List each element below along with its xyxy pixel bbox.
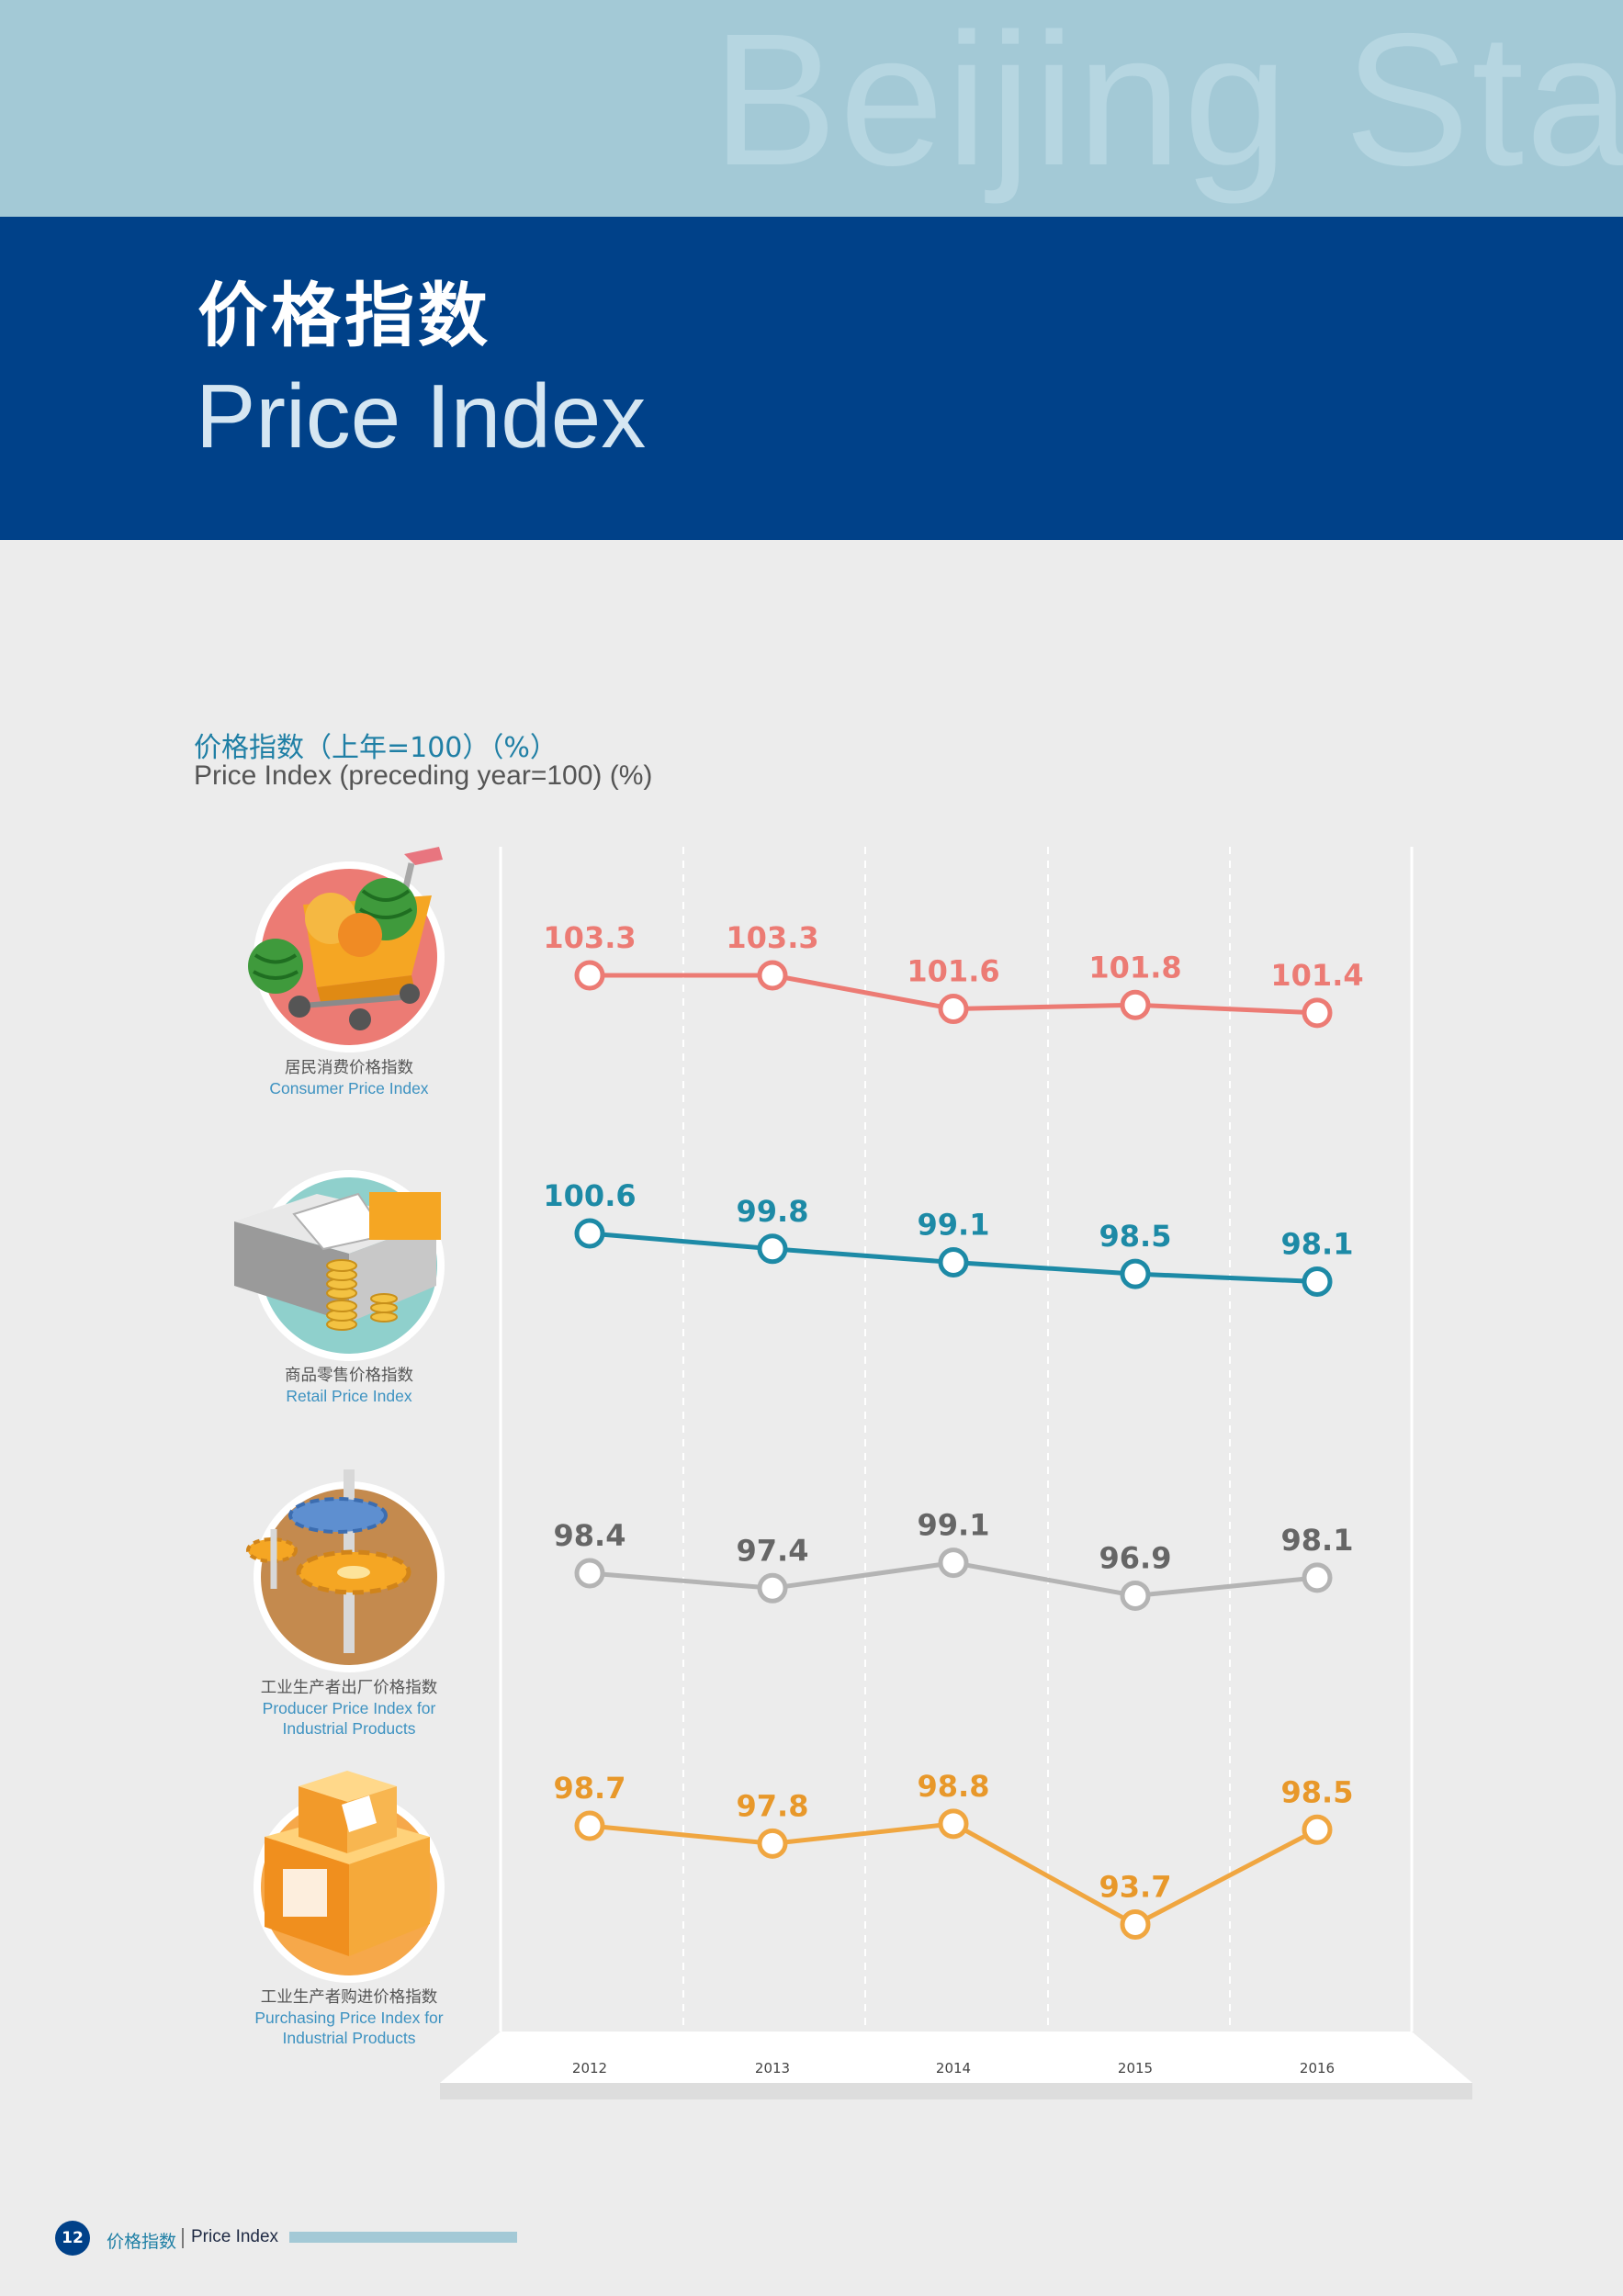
category-label-purchasing: 工业生产者购进价格指数 Purchasing Price Index for I… bbox=[184, 1987, 514, 2048]
data-point bbox=[757, 1572, 788, 1604]
data-label: 100.6 bbox=[543, 1178, 636, 1213]
data-point bbox=[938, 1808, 969, 1840]
title-banner bbox=[0, 217, 1623, 540]
data-point bbox=[938, 1548, 969, 1579]
x-tick-label: 2013 bbox=[755, 2060, 790, 2077]
data-label: 98.8 bbox=[918, 1769, 990, 1804]
footer-decor-bar bbox=[289, 2232, 517, 2243]
data-label: 103.3 bbox=[726, 920, 818, 955]
category-name-zh: 商品零售价格指数 bbox=[285, 1367, 413, 1385]
data-label: 93.7 bbox=[1099, 1870, 1172, 1905]
data-label: 98.1 bbox=[1281, 1523, 1354, 1558]
data-label: 98.5 bbox=[1281, 1774, 1354, 1809]
data-label: 98.1 bbox=[1281, 1227, 1354, 1262]
chart-title-en: Price Index (preceding year=100) (%) bbox=[194, 760, 653, 791]
data-label: 97.8 bbox=[737, 1788, 809, 1823]
category-label-retail: 商品零售价格指数 Retail Price Index bbox=[184, 1366, 514, 1406]
category-label-consumer: 居民消费价格指数 Consumer Price Index bbox=[184, 1058, 514, 1098]
data-point bbox=[1120, 1909, 1151, 1940]
data-point bbox=[574, 1218, 605, 1249]
chart-title-zh: 价格指数（上年=100）（%） bbox=[194, 732, 558, 764]
data-label: 99.1 bbox=[918, 1508, 990, 1543]
category-name-en: Producer Price Index for bbox=[262, 1699, 436, 1717]
category-name-en: Retail Price Index bbox=[286, 1387, 412, 1405]
series-retail: 100.6 99.8 99.1 98.5 98.1 bbox=[543, 1178, 1354, 1297]
data-label: 98.7 bbox=[554, 1771, 626, 1806]
cash-register-icon bbox=[234, 1170, 445, 1361]
data-point bbox=[574, 960, 605, 991]
top-banner: Beijing Sta bbox=[0, 0, 1623, 217]
data-point bbox=[1302, 1814, 1333, 1845]
data-label: 101.4 bbox=[1270, 958, 1363, 993]
data-label: 101.8 bbox=[1088, 950, 1181, 985]
series-purchasing: 98.7 97.8 98.8 93.7 98.5 bbox=[554, 1769, 1354, 1940]
gears-icon bbox=[246, 1469, 445, 1672]
page-title-zh: 价格指数 bbox=[197, 275, 491, 356]
data-point bbox=[757, 1233, 788, 1265]
data-point bbox=[938, 994, 969, 1025]
data-label: 98.5 bbox=[1099, 1219, 1172, 1254]
category-name-en: Industrial Products bbox=[282, 1719, 416, 1738]
category-label-producer: 工业生产者出厂价格指数 Producer Price Index for Ind… bbox=[184, 1678, 514, 1739]
series-producer: 98.4 97.4 99.1 96.9 98.1 bbox=[554, 1508, 1354, 1611]
x-tick-label: 2014 bbox=[936, 2060, 971, 2077]
shopping-cart-icon bbox=[248, 847, 445, 1052]
boxes-icon bbox=[254, 1771, 445, 1983]
x-tick-label: 2012 bbox=[572, 2060, 607, 2077]
category-name-zh: 工业生产者购进价格指数 bbox=[260, 1988, 438, 2007]
data-label: 103.3 bbox=[543, 920, 636, 955]
category-name-zh: 居民消费价格指数 bbox=[285, 1059, 413, 1077]
series-consumer: 103.3 103.3 101.6 101.8 101.4 bbox=[543, 920, 1364, 1029]
category-name-zh: 工业生产者出厂价格指数 bbox=[260, 1679, 438, 1697]
category-name-en: Purchasing Price Index for bbox=[254, 2009, 444, 2027]
data-label: 97.4 bbox=[737, 1533, 809, 1568]
data-point bbox=[1302, 1562, 1333, 1593]
data-label: 99.1 bbox=[918, 1208, 990, 1243]
category-name-en: Consumer Price Index bbox=[269, 1079, 429, 1097]
x-tick-label: 2015 bbox=[1118, 2060, 1153, 2077]
data-point bbox=[1302, 1266, 1333, 1297]
banner-watermark: Beijing Sta bbox=[712, 0, 1623, 205]
chart-frame bbox=[499, 847, 1414, 2032]
data-point bbox=[574, 1558, 605, 1589]
data-point bbox=[757, 1828, 788, 1859]
data-point bbox=[757, 960, 788, 991]
data-point bbox=[1120, 1580, 1151, 1611]
data-point bbox=[1120, 1258, 1151, 1289]
data-point bbox=[574, 1810, 605, 1841]
footer-label-en: Price Index bbox=[191, 2227, 279, 2246]
data-label: 96.9 bbox=[1099, 1540, 1172, 1575]
page-title-en: Price Index bbox=[196, 366, 647, 467]
footer-label-zh: 价格指数 bbox=[107, 2232, 177, 2252]
data-label: 98.4 bbox=[554, 1518, 626, 1553]
data-point bbox=[1302, 997, 1333, 1029]
data-point bbox=[1120, 989, 1151, 1020]
data-label: 99.8 bbox=[737, 1194, 809, 1229]
chart-floor bbox=[440, 2032, 1472, 2099]
category-name-en: Industrial Products bbox=[282, 2029, 416, 2047]
footer-separator bbox=[182, 2228, 184, 2248]
data-label: 101.6 bbox=[907, 954, 999, 989]
x-tick-label: 2016 bbox=[1300, 2060, 1335, 2077]
data-point bbox=[938, 1247, 969, 1277]
page-number-badge: 12 bbox=[55, 2221, 90, 2256]
